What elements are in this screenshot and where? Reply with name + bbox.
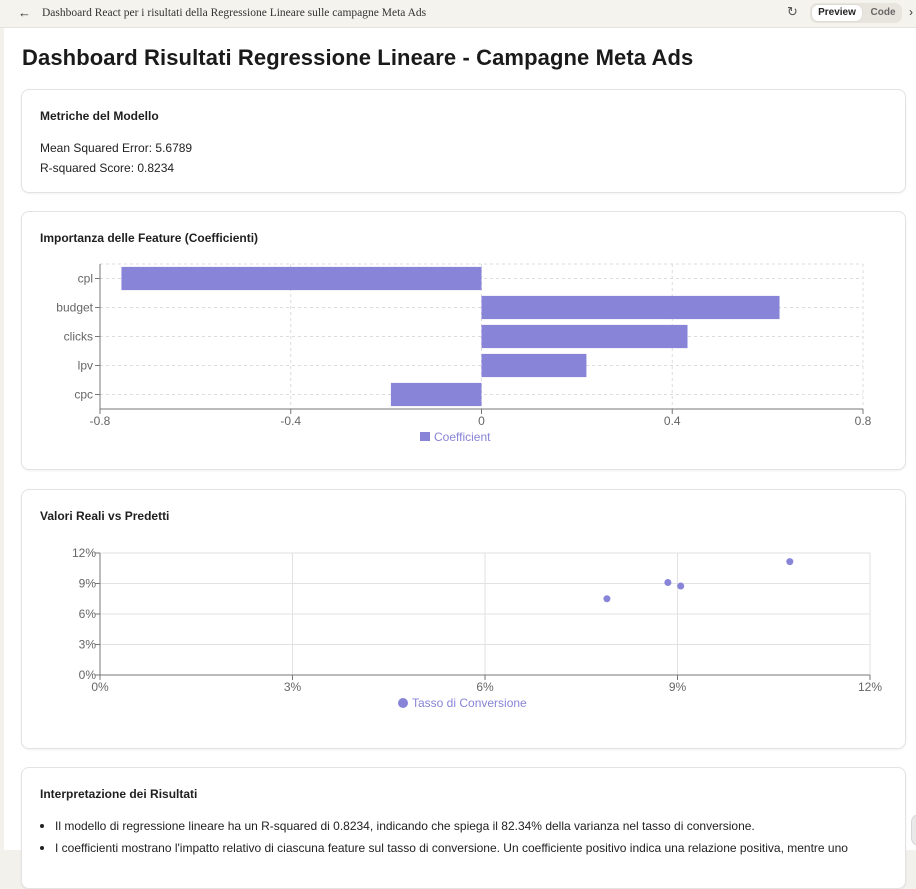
interpretation-bullet: Il modello di regressione lineare ha un … <box>40 818 890 840</box>
artifact-header: ← Dashboard React per i risultati della … <box>0 0 916 28</box>
interpretation-bullet: I coefficienti mostrano l'impatto relati… <box>40 840 890 862</box>
legend-label: Coefficient <box>434 430 491 444</box>
artifact-title: Dashboard React per i risultati della Re… <box>42 7 427 19</box>
x-tick-label: 0 <box>478 414 485 428</box>
feature-card-title: Importanza delle Feature (Coefficienti) <box>40 231 259 245</box>
bar-clicks <box>481 324 688 349</box>
x-tick-label: 0.4 <box>664 414 681 428</box>
preview-code-toggle: Preview Code <box>810 3 902 23</box>
legend-swatch <box>420 432 430 441</box>
code-tab[interactable]: Code <box>870 7 896 18</box>
interpretation-card: Interpretazione dei Risultati Il modello… <box>21 767 906 889</box>
y-tick-label: lpv <box>78 359 93 373</box>
metrics-card-title: Metriche del Modello <box>40 109 159 123</box>
bar-lpv <box>481 353 587 378</box>
chevron-right-icon[interactable]: › <box>909 5 913 19</box>
bar-budget <box>481 295 780 320</box>
y-tick-label: budget <box>56 301 93 315</box>
feature-bar-chart: -0.8 -0.4 0 0.4 0.8 cpl budget clicks lpv cpc Coef… <box>56 263 872 444</box>
legend-label: Tasso di Conversione <box>412 696 527 710</box>
x-tick-label: -0.4 <box>280 414 301 428</box>
scatter-point <box>603 595 611 603</box>
scatter-card: Valori Reali vs Predetti 0% 3% 6% 9% 12% 0% 3%… <box>21 489 906 749</box>
scatter-chart: 0% 3% 6% 9% 12% 0% 3% 6% 9% 12% Tasso di Conversio… <box>72 546 882 710</box>
x-tick-label: 0% <box>91 680 109 694</box>
scatter-card-title: Valori Reali vs Predetti <box>40 509 170 523</box>
scatter-point <box>677 582 685 590</box>
x-tick-label: 9% <box>669 680 687 694</box>
preview-tab[interactable]: Preview <box>812 5 862 21</box>
dashboard-page: Dashboard Risultati Regressione Lineare … <box>4 28 916 889</box>
metrics-card: Metriche del Modello Mean Squared Error:… <box>21 89 906 193</box>
y-tick-label: 9% <box>79 577 97 591</box>
legend-swatch <box>398 698 408 708</box>
scatter-point <box>664 578 672 586</box>
r2-value: R-squared Score: 0.8234 <box>40 161 175 175</box>
x-tick-label: 6% <box>476 680 494 694</box>
feature-importance-card: Importanza delle Feature (Coefficienti) … <box>21 211 906 470</box>
refresh-icon[interactable]: ↻ <box>787 4 798 19</box>
scatter-point <box>786 558 794 566</box>
y-tick-label: cpl <box>78 272 93 286</box>
y-tick-label: 6% <box>79 607 97 621</box>
x-tick-label: 12% <box>858 680 882 694</box>
arrow-left-icon[interactable]: ← <box>18 5 31 20</box>
y-tick-label: clicks <box>64 330 93 344</box>
scroll-handle[interactable] <box>911 814 916 846</box>
page-title: Dashboard Risultati Regressione Lineare … <box>22 45 694 70</box>
bar-cpl <box>121 266 482 291</box>
y-tick-label: cpc <box>74 388 93 402</box>
x-tick-label: 3% <box>284 680 302 694</box>
interpretation-card-title: Interpretazione dei Risultati <box>40 787 198 801</box>
mse-value: Mean Squared Error: 5.6789 <box>40 141 193 155</box>
interpretation-list: Il modello di regressione lineare ha un … <box>40 818 890 862</box>
x-tick-label: -0.8 <box>90 414 111 428</box>
y-tick-label: 12% <box>72 546 96 560</box>
y-tick-label: 0% <box>79 668 97 682</box>
bar-cpc <box>390 382 482 407</box>
y-tick-label: 3% <box>79 638 97 652</box>
x-tick-label: 0.8 <box>855 414 872 428</box>
